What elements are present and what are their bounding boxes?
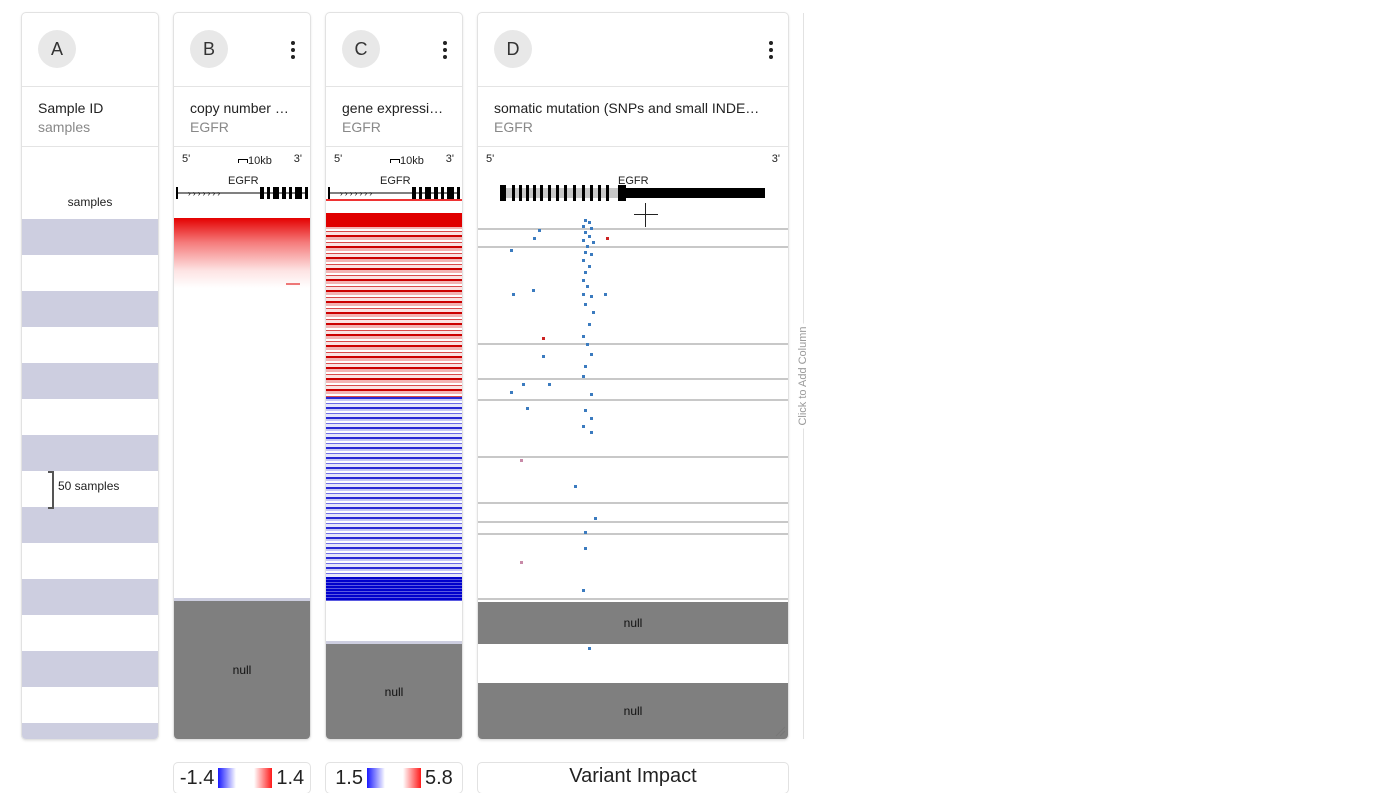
add-column-label[interactable]: Click to Add Column xyxy=(797,323,809,429)
three-prime-label: 3' xyxy=(445,153,454,165)
column-subtitle: samples xyxy=(38,119,91,135)
mutation-plot xyxy=(478,219,788,650)
legend-title: Variant Impact xyxy=(569,765,697,787)
column-badge[interactable]: C xyxy=(342,30,380,68)
cnv-heat xyxy=(174,218,310,288)
resize-handle-icon[interactable] xyxy=(774,725,786,737)
column-badge[interactable]: B xyxy=(190,30,228,68)
gene-annotation: 5' 3' 10kb EGFR › › › › › › › xyxy=(326,147,462,219)
samples-body[interactable]: samples 50 samples xyxy=(22,147,158,739)
three-prime-label: 3' xyxy=(293,153,302,165)
band xyxy=(22,435,158,471)
legend-gradient-low xyxy=(367,768,385,788)
column-c: C gene expressi… EGFR 5' 3' 10kb EGFR › … xyxy=(326,13,462,739)
cnv-mark xyxy=(286,283,300,285)
band xyxy=(22,579,158,615)
null-block: null xyxy=(326,644,462,739)
column-title-area[interactable]: copy number … EGFR xyxy=(174,87,310,147)
band xyxy=(22,507,158,543)
legend-gradient-high xyxy=(403,768,421,788)
column-d: D somatic mutation (SNPs and small INDE…… xyxy=(478,13,788,739)
column-header: A xyxy=(22,13,158,87)
column-title: Sample ID xyxy=(38,100,104,116)
cnv-body[interactable]: 5' 3' 10kb EGFR › › › › › › › null xyxy=(174,147,310,739)
legend-gradient-high xyxy=(254,768,273,788)
null-block: null xyxy=(174,601,310,739)
legend-d: Variant Impact xyxy=(478,763,788,793)
gene-annotation: 5' 3' 10kb EGFR › › › › › › › xyxy=(174,147,310,219)
column-subtitle: EGFR xyxy=(190,119,229,135)
expression-heatmap-top xyxy=(326,213,462,227)
column-header: C xyxy=(326,13,462,87)
legend-c: 1.5 5.8 xyxy=(326,763,462,793)
crosshair-cursor xyxy=(634,203,658,227)
band xyxy=(22,363,158,399)
column-title-area[interactable]: gene expressi… EGFR xyxy=(326,87,462,147)
gene-name-label: EGFR xyxy=(380,175,411,187)
band xyxy=(22,651,158,687)
null-block: null xyxy=(478,683,788,739)
column-header: D xyxy=(478,13,788,87)
column-title-area[interactable]: Sample ID samples xyxy=(22,87,158,147)
column-a: A Sample ID samples samples 50 samples xyxy=(22,13,158,739)
zoom-label: 50 samples xyxy=(58,479,120,493)
three-prime-label: 3' xyxy=(771,153,780,165)
scale-bar-label: 10kb xyxy=(390,155,424,167)
probe-line xyxy=(326,199,462,201)
mutation-body[interactable]: 5' 3' EGFR xyxy=(478,147,788,739)
five-prime-label: 5' xyxy=(486,153,495,165)
five-prime-label: 5' xyxy=(334,153,343,165)
expression-heatmap-bottom xyxy=(326,577,462,601)
legend-max: 5.8 xyxy=(425,766,453,789)
scale-bar-label: 10kb xyxy=(238,155,272,167)
column-title: somatic mutation (SNPs and small INDE… xyxy=(494,100,760,116)
column-subtitle: EGFR xyxy=(342,119,381,135)
null-block: null xyxy=(478,602,788,644)
legend-min: -1.4 xyxy=(179,766,215,789)
legend-b: -1.4 1.4 xyxy=(174,763,310,793)
samples-label: samples xyxy=(67,195,113,209)
legend-gradient-low xyxy=(218,768,237,788)
five-prime-label: 5' xyxy=(182,153,191,165)
band xyxy=(22,723,158,739)
column-title: gene expressi… xyxy=(342,100,444,116)
legend-max: 1.4 xyxy=(276,766,305,789)
column-header: B xyxy=(174,13,310,87)
gene-name-label: EGFR xyxy=(228,175,259,187)
gene-model: › › › › › › › xyxy=(176,187,308,199)
column-badge[interactable]: D xyxy=(494,30,532,68)
column-menu-icon[interactable] xyxy=(768,41,774,59)
column-subtitle: EGFR xyxy=(494,119,533,135)
column-title: copy number … xyxy=(190,100,289,116)
gene-model: › › › › › › › xyxy=(328,187,460,199)
expression-heatmap-low xyxy=(326,397,462,601)
legend-min: 1.5 xyxy=(335,766,363,789)
gene-annotation: 5' 3' EGFR xyxy=(478,147,788,227)
svg-text:› › › › › › ›: › › › › › › › xyxy=(340,189,372,198)
svg-text:› › › › › › ›: › › › › › › › xyxy=(188,189,220,198)
column-badge[interactable]: A xyxy=(38,30,76,68)
gene-model xyxy=(500,185,765,201)
cnv-lower-strip xyxy=(174,598,310,601)
gene-name-label: EGFR xyxy=(618,175,649,187)
column-menu-icon[interactable] xyxy=(290,41,296,59)
band xyxy=(22,219,158,255)
zoom-bracket xyxy=(48,471,54,509)
expression-body[interactable]: 5' 3' 10kb EGFR › › › › › › › null xyxy=(326,147,462,739)
band xyxy=(22,291,158,327)
column-b: B copy number … EGFR 5' 3' 10kb EGFR › ›… xyxy=(174,13,310,739)
column-menu-icon[interactable] xyxy=(442,41,448,59)
expression-strip xyxy=(326,641,462,644)
column-title-area[interactable]: somatic mutation (SNPs and small INDE… E… xyxy=(478,87,788,147)
